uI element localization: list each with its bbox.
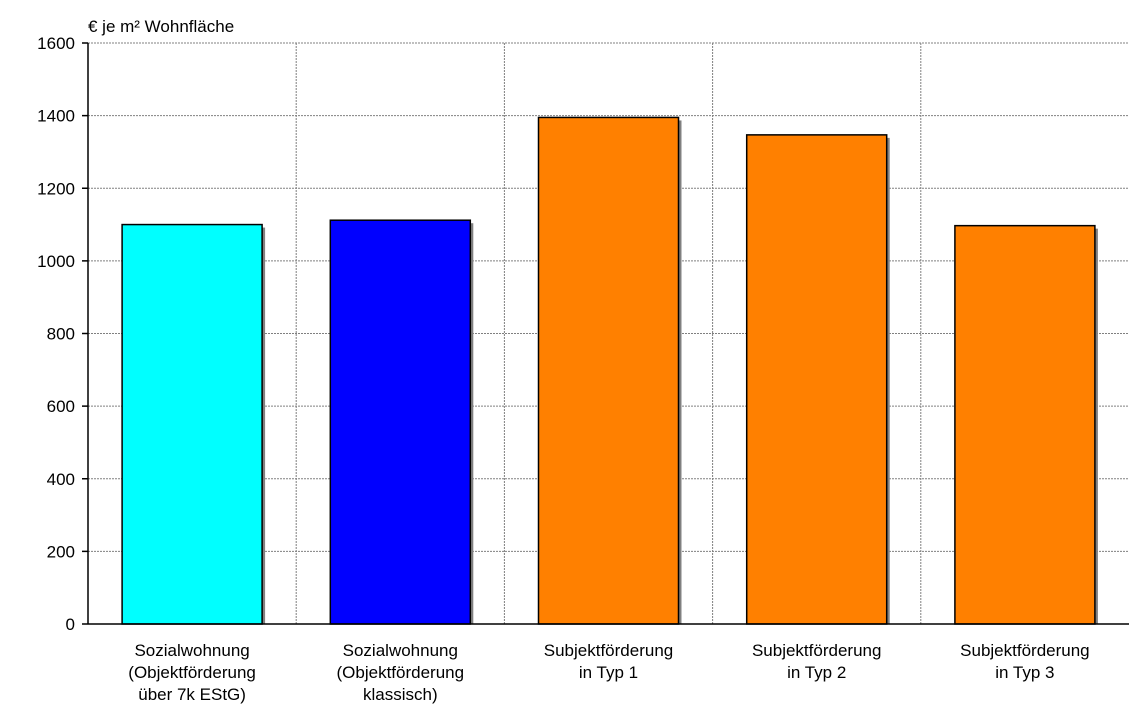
x-category-label-line: über 7k EStG) xyxy=(138,685,246,704)
axes xyxy=(82,42,1129,625)
x-category-labels: Sozialwohnung (Objektförderung über 7k ESt… xyxy=(128,641,1089,704)
x-category-label-line: Sozialwohnung xyxy=(134,641,249,660)
bar-1 xyxy=(329,219,472,625)
x-category-label-3: Subjektförderung in Typ 2 xyxy=(752,641,881,682)
y-tick-label-0: 0 xyxy=(66,615,75,634)
x-category-label-line: in Typ 1 xyxy=(579,663,638,682)
x-category-label-1: Sozialwohnung (Objektförderung klassisch) xyxy=(337,641,465,704)
y-axis-label: € je m² Wohnfläche xyxy=(88,17,234,36)
x-category-label-line: klassisch) xyxy=(363,685,438,704)
x-category-label-line: in Typ 2 xyxy=(787,663,846,682)
bars xyxy=(121,116,1098,625)
x-category-label-line: Subjektförderung xyxy=(960,641,1089,660)
y-tick-label-1: 200 xyxy=(47,542,75,561)
x-category-label-line: Sozialwohnung xyxy=(343,641,458,660)
y-tick-label-2: 400 xyxy=(47,470,75,489)
y-tick-labels: 0 200 400 600 800 1000 1200 1400 1600 xyxy=(37,34,75,634)
bar-4 xyxy=(954,224,1096,625)
bar-2 xyxy=(537,116,680,625)
x-category-label-line: Subjektförderung xyxy=(544,641,673,660)
y-tick-label-6: 1200 xyxy=(37,179,75,198)
bar-3 xyxy=(745,134,888,625)
x-category-label-line: in Typ 3 xyxy=(995,663,1054,682)
x-category-label-2: Subjektförderung in Typ 1 xyxy=(544,641,673,682)
x-category-label-line: (Objektförderung xyxy=(337,663,465,682)
x-category-label-4: Subjektförderung in Typ 3 xyxy=(960,641,1089,682)
y-tick-label-7: 1400 xyxy=(37,107,75,126)
x-category-label-line: Subjektförderung xyxy=(752,641,881,660)
x-category-label-0: Sozialwohnung (Objektförderung über 7k ESt… xyxy=(128,641,256,704)
x-category-label-line: (Objektförderung xyxy=(128,663,256,682)
y-tick-label-3: 600 xyxy=(47,397,75,416)
y-tick-label-4: 800 xyxy=(47,325,75,344)
bar-0 xyxy=(121,223,263,625)
y-tick-label-5: 1000 xyxy=(37,252,75,271)
y-tick-label-8: 1600 xyxy=(37,34,75,53)
